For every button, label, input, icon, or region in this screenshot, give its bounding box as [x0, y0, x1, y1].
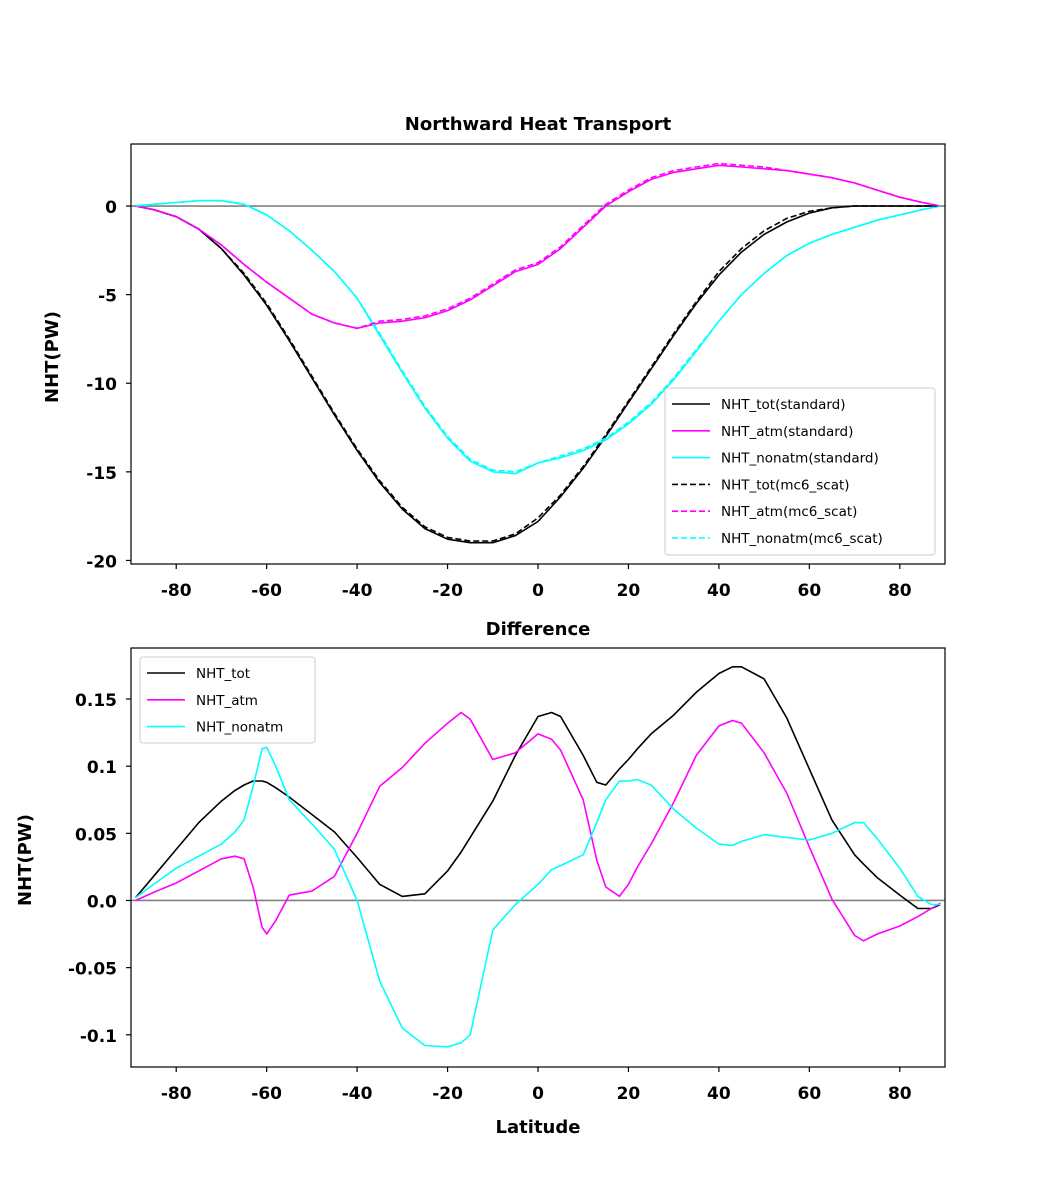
series-line-nht-tot-standard — [135, 205, 941, 544]
x-tick-label: 0 — [532, 581, 544, 601]
series-group — [134, 665, 941, 1048]
legend-box — [139, 656, 316, 744]
x-tick-label: 80 — [888, 581, 912, 601]
y-tick-label: 0.15 — [75, 691, 117, 711]
x-tick-label: 80 — [888, 1084, 912, 1104]
y-axis-label: NHT(PW) — [42, 311, 63, 403]
legend: NHT_tot(standard) NHT_atm(standard) NHT_no… — [664, 387, 936, 556]
legend-label-nht-tot: NHT_tot — [196, 666, 250, 682]
series-line-nht-atm-mc6-scat — [135, 162, 941, 330]
series-line-nht-nonatm — [135, 746, 941, 1048]
legend-label-nht-atm-standard: NHT_atm(standard) — [721, 424, 853, 440]
x-tick-label: -40 — [342, 581, 373, 601]
x-axis-label: Latitude — [496, 1117, 581, 1138]
legend: NHT_tot NHT_atm NHT_nonatm — [139, 656, 316, 744]
y-tick-label: -5 — [98, 287, 117, 307]
x-tick-label: -80 — [161, 1084, 192, 1104]
x-tick-label: -60 — [251, 1084, 282, 1104]
y-tick-label: 0.05 — [75, 825, 117, 845]
x-tick-label: -20 — [432, 581, 463, 601]
x-tick-label: -20 — [432, 1084, 463, 1104]
x-tick-label: 40 — [707, 581, 731, 601]
x-tick-label: 0 — [532, 1084, 544, 1104]
x-tick-label: 40 — [707, 1084, 731, 1104]
y-tick-label: 0.0 — [87, 892, 117, 912]
legend-label-nht-atm: NHT_atm — [196, 693, 258, 709]
series-line-nht-atm — [135, 711, 941, 942]
x-tick-label: -80 — [161, 581, 192, 601]
chart-difference: Difference -80 -60 -40 -20 0 20 40 60 80 0.15 0.1 0… — [15, 619, 946, 1138]
y-tick-label: -0.05 — [68, 960, 117, 980]
legend-label-nht-nonatm: NHT_nonatm — [196, 720, 283, 736]
series-line-nht-nonatm-mc6-scat — [135, 199, 941, 473]
y-tick-label: 0 — [105, 198, 117, 218]
legend-label-nht-nonatm-mc6-scat: NHT_nonatm(mc6_scat) — [721, 531, 883, 547]
chart-title: Northward Heat Transport — [405, 114, 672, 135]
chart-northward-heat-transport: Northward Heat Transport -80 -60 -40 -20 0 20… — [42, 114, 946, 601]
legend-box — [664, 387, 936, 556]
chart-title: Difference — [486, 619, 591, 640]
x-tick-label: 20 — [617, 1084, 641, 1104]
series-group — [135, 162, 941, 544]
x-tick-label: 60 — [797, 581, 821, 601]
legend-label-nht-nonatm-standard: NHT_nonatm(standard) — [721, 451, 879, 467]
legend-label-nht-tot-mc6-scat: NHT_tot(mc6_scat) — [721, 477, 850, 493]
legend-label-nht-atm-mc6-scat: NHT_atm(mc6_scat) — [721, 504, 857, 520]
x-tick-label: 20 — [617, 581, 641, 601]
y-tick-label: -10 — [86, 375, 117, 395]
y-tick-label: -15 — [86, 464, 117, 484]
legend-label-nht-tot-standard: NHT_tot(standard) — [721, 397, 846, 413]
series-line-nht-tot-mc6-scat — [135, 205, 941, 542]
x-tick-label: -60 — [251, 581, 282, 601]
x-tick-label: -40 — [342, 1084, 373, 1104]
y-tick-label: 0.1 — [87, 758, 117, 778]
y-axis-label: NHT(PW) — [15, 814, 36, 906]
y-tick-label: -0.1 — [80, 1027, 117, 1047]
x-tick-label: 60 — [797, 1084, 821, 1104]
y-tick-label: -20 — [86, 552, 117, 572]
series-line-nht-tot — [134, 665, 941, 910]
